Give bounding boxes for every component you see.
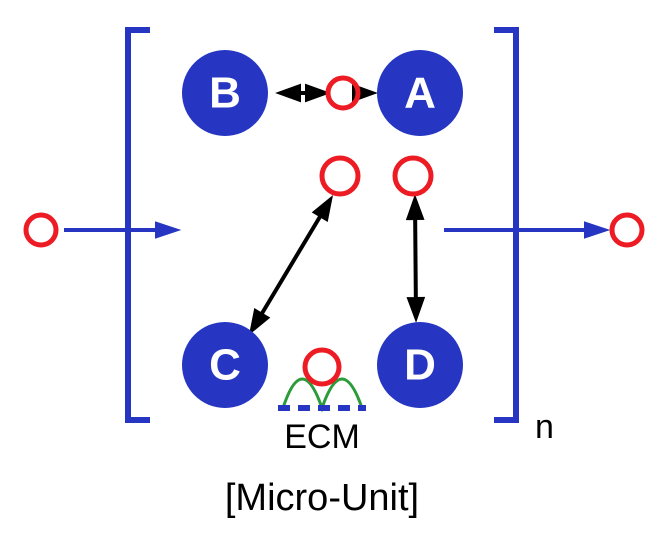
node-label: D bbox=[404, 341, 436, 390]
ecm-label: ECM bbox=[284, 418, 360, 456]
node-label: A bbox=[404, 69, 436, 118]
micro-unit-label: [Micro-Unit] bbox=[225, 477, 419, 519]
o-marker bbox=[612, 215, 642, 245]
node-label: C bbox=[209, 341, 241, 390]
interaction-arrow bbox=[409, 200, 423, 317]
subscript-n: n bbox=[535, 408, 554, 446]
flow-arrow bbox=[444, 224, 604, 236]
o-marker bbox=[305, 350, 339, 384]
bracket-left bbox=[128, 30, 150, 420]
o-marker bbox=[395, 158, 431, 194]
interaction-arrow bbox=[252, 200, 330, 330]
interaction-arrow bbox=[281, 87, 325, 100]
bracket-right bbox=[494, 30, 516, 420]
o-marker bbox=[26, 215, 56, 245]
o-marker bbox=[322, 158, 358, 194]
node-label: B bbox=[209, 69, 241, 118]
flow-arrow bbox=[64, 224, 175, 236]
